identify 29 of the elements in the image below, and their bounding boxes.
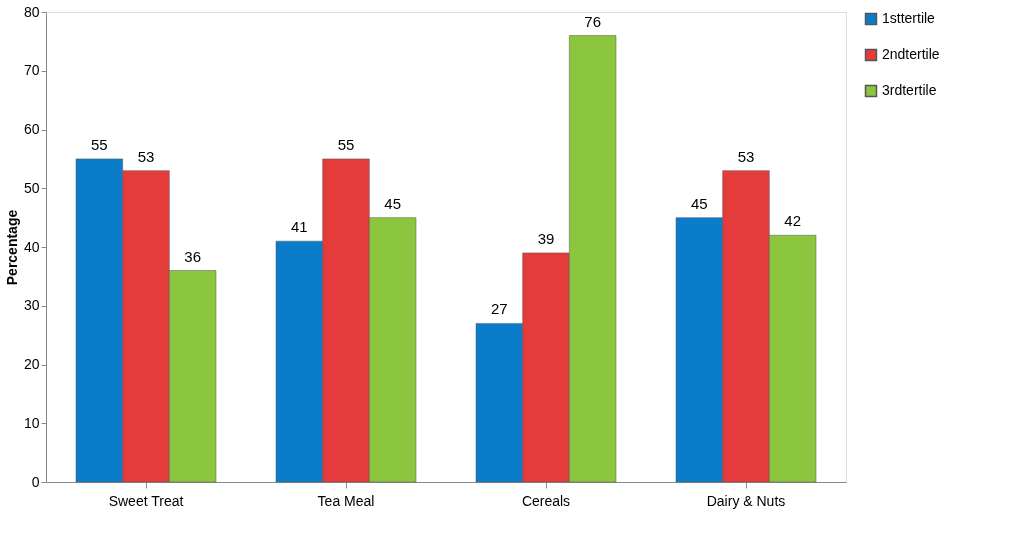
y-tick-label: 50 <box>23 179 40 196</box>
data-label: 53 <box>137 147 155 165</box>
data-label: 55 <box>90 135 108 153</box>
data-label: 55 <box>337 135 355 153</box>
data-label: 27 <box>490 300 508 318</box>
x-tick-label: Sweet Treat <box>108 492 184 509</box>
x-tick-label: Tea Meal <box>317 492 375 509</box>
y-tick-label: 70 <box>23 62 40 79</box>
data-label: 45 <box>384 194 402 212</box>
y-tick-label: 10 <box>23 414 40 431</box>
legend-label: 3rdtertile <box>882 82 937 98</box>
y-tick-label: 60 <box>23 121 40 137</box>
y-tick-label: 40 <box>23 238 40 255</box>
x-tick-label: Dairy & Nuts <box>706 492 786 509</box>
data-label: 42 <box>784 212 802 230</box>
data-label: 39 <box>537 229 555 247</box>
data-label: 76 <box>584 12 602 30</box>
y-tick-label: 30 <box>23 297 40 314</box>
y-tick-label: 20 <box>23 356 40 372</box>
data-label: 53 <box>737 147 755 165</box>
y-tick-label: 0 <box>31 473 40 490</box>
data-label: 36 <box>184 247 202 265</box>
data-label: 45 <box>690 194 708 212</box>
y-tick-label: 80 <box>23 3 40 20</box>
y-axis-title: Percentage <box>3 209 20 286</box>
legend-label: 1sttertile <box>882 10 936 26</box>
legend-label: 2ndtertile <box>882 46 940 62</box>
data-label: 41 <box>290 218 308 236</box>
x-tick-label: Cereals <box>521 492 571 509</box>
